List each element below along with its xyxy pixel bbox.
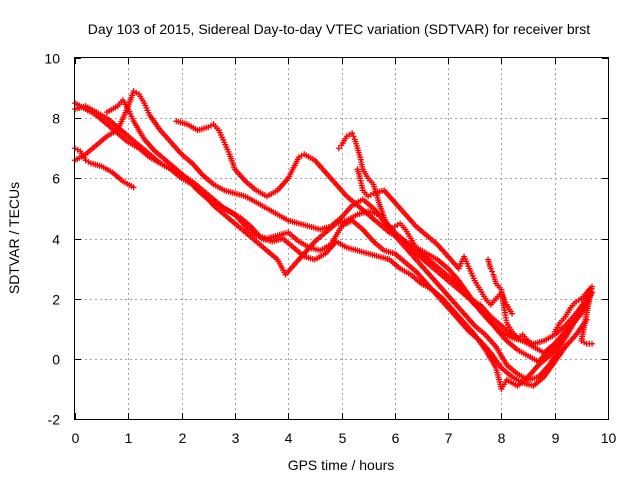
data-point: [589, 340, 596, 347]
data-point: [530, 343, 537, 350]
series-track-10: [551, 283, 596, 347]
series-track-7: [103, 97, 564, 392]
x-tick-label: 1: [125, 430, 133, 446]
axis-ticks: [75, 58, 609, 420]
y-tick-label: 4: [52, 232, 60, 248]
x-tick-label: 5: [339, 430, 347, 446]
x-tick-label: 3: [232, 430, 240, 446]
plot-frame: [74, 57, 609, 420]
y-tick-label: 10: [44, 51, 60, 67]
data-point: [487, 265, 494, 272]
data-point: [335, 145, 342, 152]
x-tick-label: 0: [72, 430, 80, 446]
x-axis-label: GPS time / hours: [288, 457, 395, 473]
series-track-4: [173, 118, 596, 365]
y-tick-label: 2: [52, 292, 60, 308]
y-tick-label: 6: [52, 171, 60, 187]
x-tick-label: 4: [285, 430, 293, 446]
x-tick-label: 2: [179, 430, 187, 446]
data-point: [557, 340, 564, 347]
series-track-6: [335, 130, 590, 347]
y-tick-labels: -2 0 2 4 6 8 10: [44, 51, 60, 428]
x-tick-label: 10: [601, 430, 617, 446]
data-point: [130, 184, 137, 191]
data-point: [489, 268, 496, 275]
chart-title: Day 103 of 2015, Sidereal Day-to-day VTE…: [88, 21, 590, 37]
x-tick-label: 6: [392, 430, 400, 446]
y-tick-label: -2: [48, 412, 61, 428]
x-tick-label: 8: [498, 430, 506, 446]
grid: [75, 58, 608, 419]
series-track-9: [354, 166, 516, 317]
x-tick-label: 7: [445, 430, 453, 446]
data-marks: [72, 88, 596, 392]
data-point: [349, 130, 356, 137]
x-tick-label: 9: [552, 430, 560, 446]
series-track-3: [72, 145, 137, 191]
x-tick-labels: 0 1 2 3 4 5 6 7 8 9 10: [72, 430, 617, 446]
y-axis-label: SDTVAR / TECUs: [6, 182, 22, 294]
y-tick-label: 0: [52, 352, 60, 368]
data-point: [509, 310, 516, 317]
data-point: [583, 295, 590, 302]
y-tick-label: 8: [52, 111, 60, 127]
data-point: [350, 133, 357, 140]
